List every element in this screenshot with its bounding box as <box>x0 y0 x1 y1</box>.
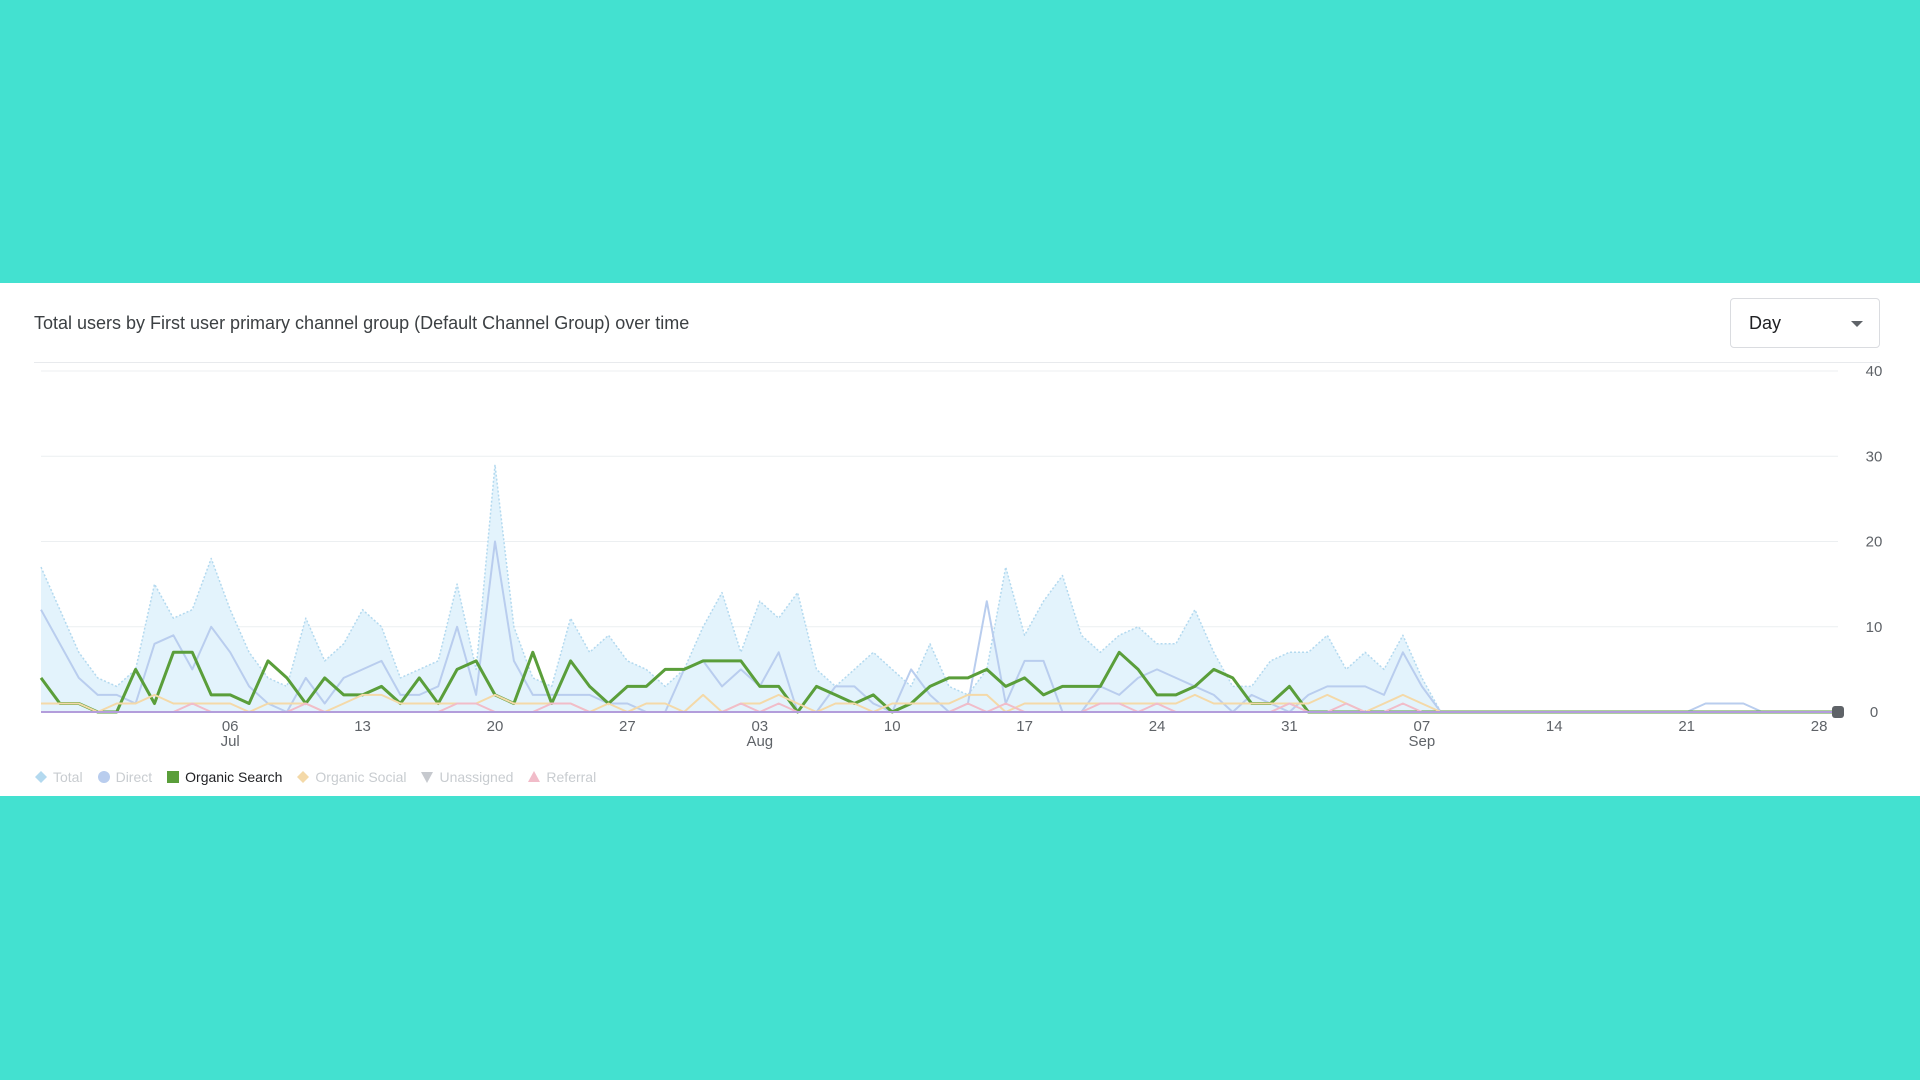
x-tick-label: 07 <box>1414 718 1431 735</box>
square-icon <box>166 770 180 784</box>
x-tick-month-label: Aug <box>746 733 773 750</box>
x-tick-month-label: Sep <box>1409 733 1436 750</box>
y-tick-label: 20 <box>1866 534 1883 551</box>
x-tick-label: 31 <box>1281 718 1298 735</box>
legend-label: Referral <box>546 769 597 785</box>
circle-icon <box>97 770 111 784</box>
legend-item-total[interactable]: Total <box>34 769 83 785</box>
header-divider <box>34 362 1880 363</box>
x-tick-label: 03 <box>751 718 768 735</box>
triangle-up-icon <box>527 770 541 784</box>
series-area-total <box>41 464 1838 712</box>
granularity-value: Day <box>1749 313 1782 333</box>
granularity-select[interactable]: Day <box>1730 298 1880 348</box>
y-tick-label: 10 <box>1866 619 1883 636</box>
x-tick-label: 06 <box>222 718 239 735</box>
x-tick-month-label: Jul <box>221 733 240 750</box>
legend-label: Unassigned <box>439 769 514 785</box>
x-tick-label: 13 <box>354 718 371 735</box>
legend-label: Total <box>53 769 83 785</box>
x-tick-label: 28 <box>1811 718 1828 735</box>
legend-item-direct[interactable]: Direct <box>97 769 153 785</box>
chart-card: Total users by First user primary channe… <box>0 283 1920 796</box>
legend-label: Direct <box>115 769 153 785</box>
x-tick-label: 14 <box>1546 718 1563 735</box>
x-tick-label: 24 <box>1149 718 1166 735</box>
chart-title: Total users by First user primary channe… <box>34 313 690 333</box>
end-point-marker <box>1832 706 1844 718</box>
y-tick-label: 0 <box>1870 704 1878 721</box>
x-tick-label: 17 <box>1016 718 1033 735</box>
x-tick-label: 21 <box>1678 718 1695 735</box>
legend-item-organic-social[interactable]: Organic Social <box>296 769 406 785</box>
diamond-icon <box>296 770 310 784</box>
chart-legend: Total Direct Organic Search Organic Social U… <box>34 767 610 787</box>
legend-item-unassigned[interactable]: Unassigned <box>420 769 513 785</box>
triangle-down-icon <box>420 770 434 784</box>
legend-item-organic-search[interactable]: Organic Search <box>166 769 282 785</box>
legend-item-referral[interactable]: Referral <box>527 769 596 785</box>
y-tick-label: 40 <box>1866 363 1883 380</box>
legend-label: Organic Social <box>315 769 407 785</box>
x-tick-label: 10 <box>884 718 901 735</box>
y-tick-label: 30 <box>1866 448 1883 465</box>
x-tick-label: 20 <box>487 718 504 735</box>
legend-label: Organic Search <box>185 769 283 785</box>
x-tick-label: 27 <box>619 718 636 735</box>
chevron-down-icon <box>1851 321 1863 327</box>
diamond-icon <box>34 770 48 784</box>
